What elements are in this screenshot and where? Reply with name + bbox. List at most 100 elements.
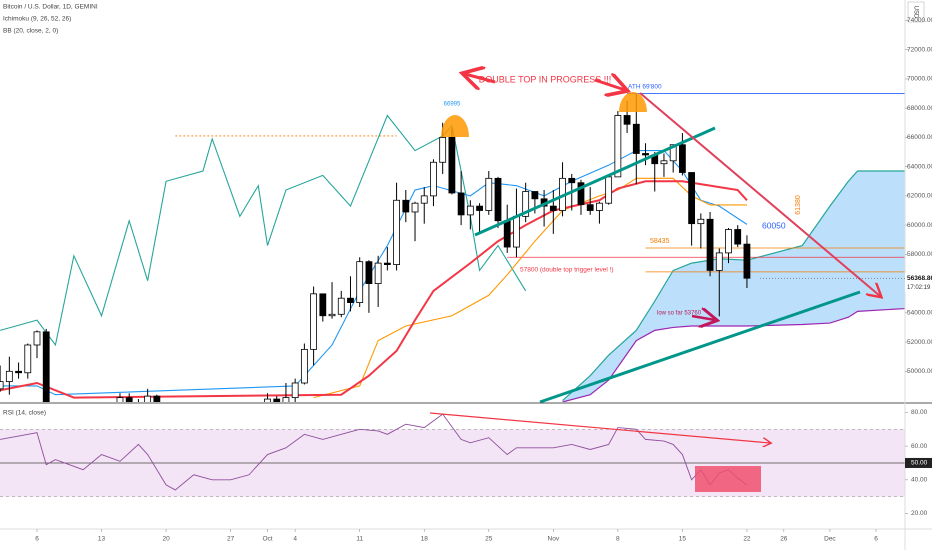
candle-body — [356, 261, 364, 303]
candle-body — [577, 182, 585, 206]
countdown-label: 17:02:19 — [907, 285, 931, 291]
x-tick-label: 6 — [874, 536, 878, 543]
candle-body — [420, 195, 428, 204]
candle-body — [365, 261, 373, 284]
candle-body — [660, 160, 668, 165]
candle-body — [549, 205, 557, 211]
x-tick-label: Dec — [824, 536, 836, 543]
rsi-highlight — [695, 466, 761, 492]
y-tick-label: 20.00 — [911, 510, 928, 517]
unit-box — [907, 1, 925, 23]
x-tick-label: 15 — [679, 536, 687, 543]
rsi-title: RSI (14, close) — [3, 410, 46, 417]
x-tick-label: 11 — [356, 536, 363, 543]
x-tick-label: 27 — [227, 536, 235, 543]
y-tick-label: 54000.00 — [907, 310, 932, 317]
candle-body — [125, 397, 133, 402]
candle-body — [596, 202, 603, 211]
y-tick-label: 80.00 — [911, 409, 928, 416]
y-tick-label: 60000.00 — [907, 222, 932, 229]
candle-body — [430, 161, 437, 197]
trend-line — [539, 290, 861, 404]
candle-body — [393, 199, 400, 265]
y-tick-label: 72000.00 — [907, 46, 932, 53]
y-tick-label: 66000.00 — [907, 134, 932, 141]
candle-body — [688, 172, 696, 225]
candle-body — [632, 123, 640, 154]
last-price-tag — [905, 273, 932, 293]
candle-body — [679, 144, 686, 173]
x-tick-label: Oct — [262, 536, 272, 543]
x-tick-label: 22 — [743, 536, 751, 543]
indicator-line — [0, 180, 748, 399]
x-tick-label: 6 — [35, 536, 39, 543]
candle-body — [328, 313, 336, 317]
candle-body — [586, 204, 594, 211]
chart-title: Bitcoin / U.S. Dollar, 1D, GEMINI — [3, 4, 98, 11]
candle-body — [319, 293, 327, 317]
annotation: 57800 (double top trigger level !) — [520, 267, 614, 274]
candle-body — [715, 252, 723, 271]
drawings — [429, 74, 880, 492]
candle-body — [669, 144, 677, 162]
candle-body — [383, 262, 391, 265]
rsi-trend-arrow — [429, 412, 770, 443]
indicator-label: Ichimoku (9, 26, 52, 26) — [3, 16, 71, 23]
candle-body — [513, 215, 520, 248]
x-tick-label: 25 — [485, 536, 493, 543]
x-tick-label: 4 — [293, 536, 297, 543]
candle-body — [476, 205, 483, 211]
candle-body — [374, 262, 382, 284]
midline-tag — [905, 457, 932, 468]
candle-body — [42, 331, 50, 402]
candle-body — [337, 297, 345, 315]
candle-body — [531, 191, 539, 200]
candle-body — [411, 202, 419, 213]
trend-arrow — [639, 92, 880, 296]
rsi-panel — [0, 428, 905, 497]
x-tick-label: 18 — [421, 536, 429, 543]
x-tick-label: 13 — [98, 536, 106, 543]
y-tick-label: 64000.00 — [907, 163, 932, 170]
y-tick-label: 68000.00 — [907, 105, 932, 112]
arrow — [691, 316, 715, 320]
annotation: ATH 69'800 — [628, 84, 662, 91]
candle-body — [116, 397, 124, 402]
annotation: DOUBLE TOP IN PROGRESS !!! — [479, 74, 612, 84]
candle-body — [734, 229, 742, 245]
candle-body — [5, 370, 13, 382]
annotation: low so far 53760 — [657, 311, 702, 317]
top-marker — [441, 115, 469, 137]
trend-line — [474, 126, 716, 237]
annotation: 66995 — [444, 102, 461, 108]
candle-body — [153, 395, 161, 402]
last-price-label: 56368.86 — [907, 275, 932, 282]
candle-body — [448, 137, 456, 194]
candle-body — [706, 218, 714, 271]
candle-body — [623, 115, 631, 125]
candle-body — [282, 397, 290, 402]
cloud-upper — [562, 170, 905, 401]
y-tick-label: 62000.00 — [907, 193, 932, 200]
midline-label: 50.00 — [911, 460, 928, 467]
candle-body — [15, 370, 22, 374]
candle-body — [144, 395, 152, 402]
candle-layer — [0, 93, 751, 402]
candle-body — [522, 191, 530, 217]
unit-label: USD — [912, 6, 918, 19]
x-tick-label: 20 — [162, 536, 170, 543]
candle-body — [743, 243, 751, 279]
annotation: 60050 — [762, 220, 786, 230]
annotation: 61380 — [795, 195, 802, 215]
candle-body — [494, 177, 502, 222]
rsi-line — [0, 413, 748, 491]
rsi-layer — [0, 413, 748, 491]
candle-body — [485, 177, 493, 211]
candle-body — [642, 153, 649, 156]
candle-body — [300, 348, 308, 384]
indicator-line — [313, 177, 747, 399]
candle-body — [347, 297, 354, 303]
candle-body — [33, 331, 41, 346]
arrow — [594, 80, 625, 90]
